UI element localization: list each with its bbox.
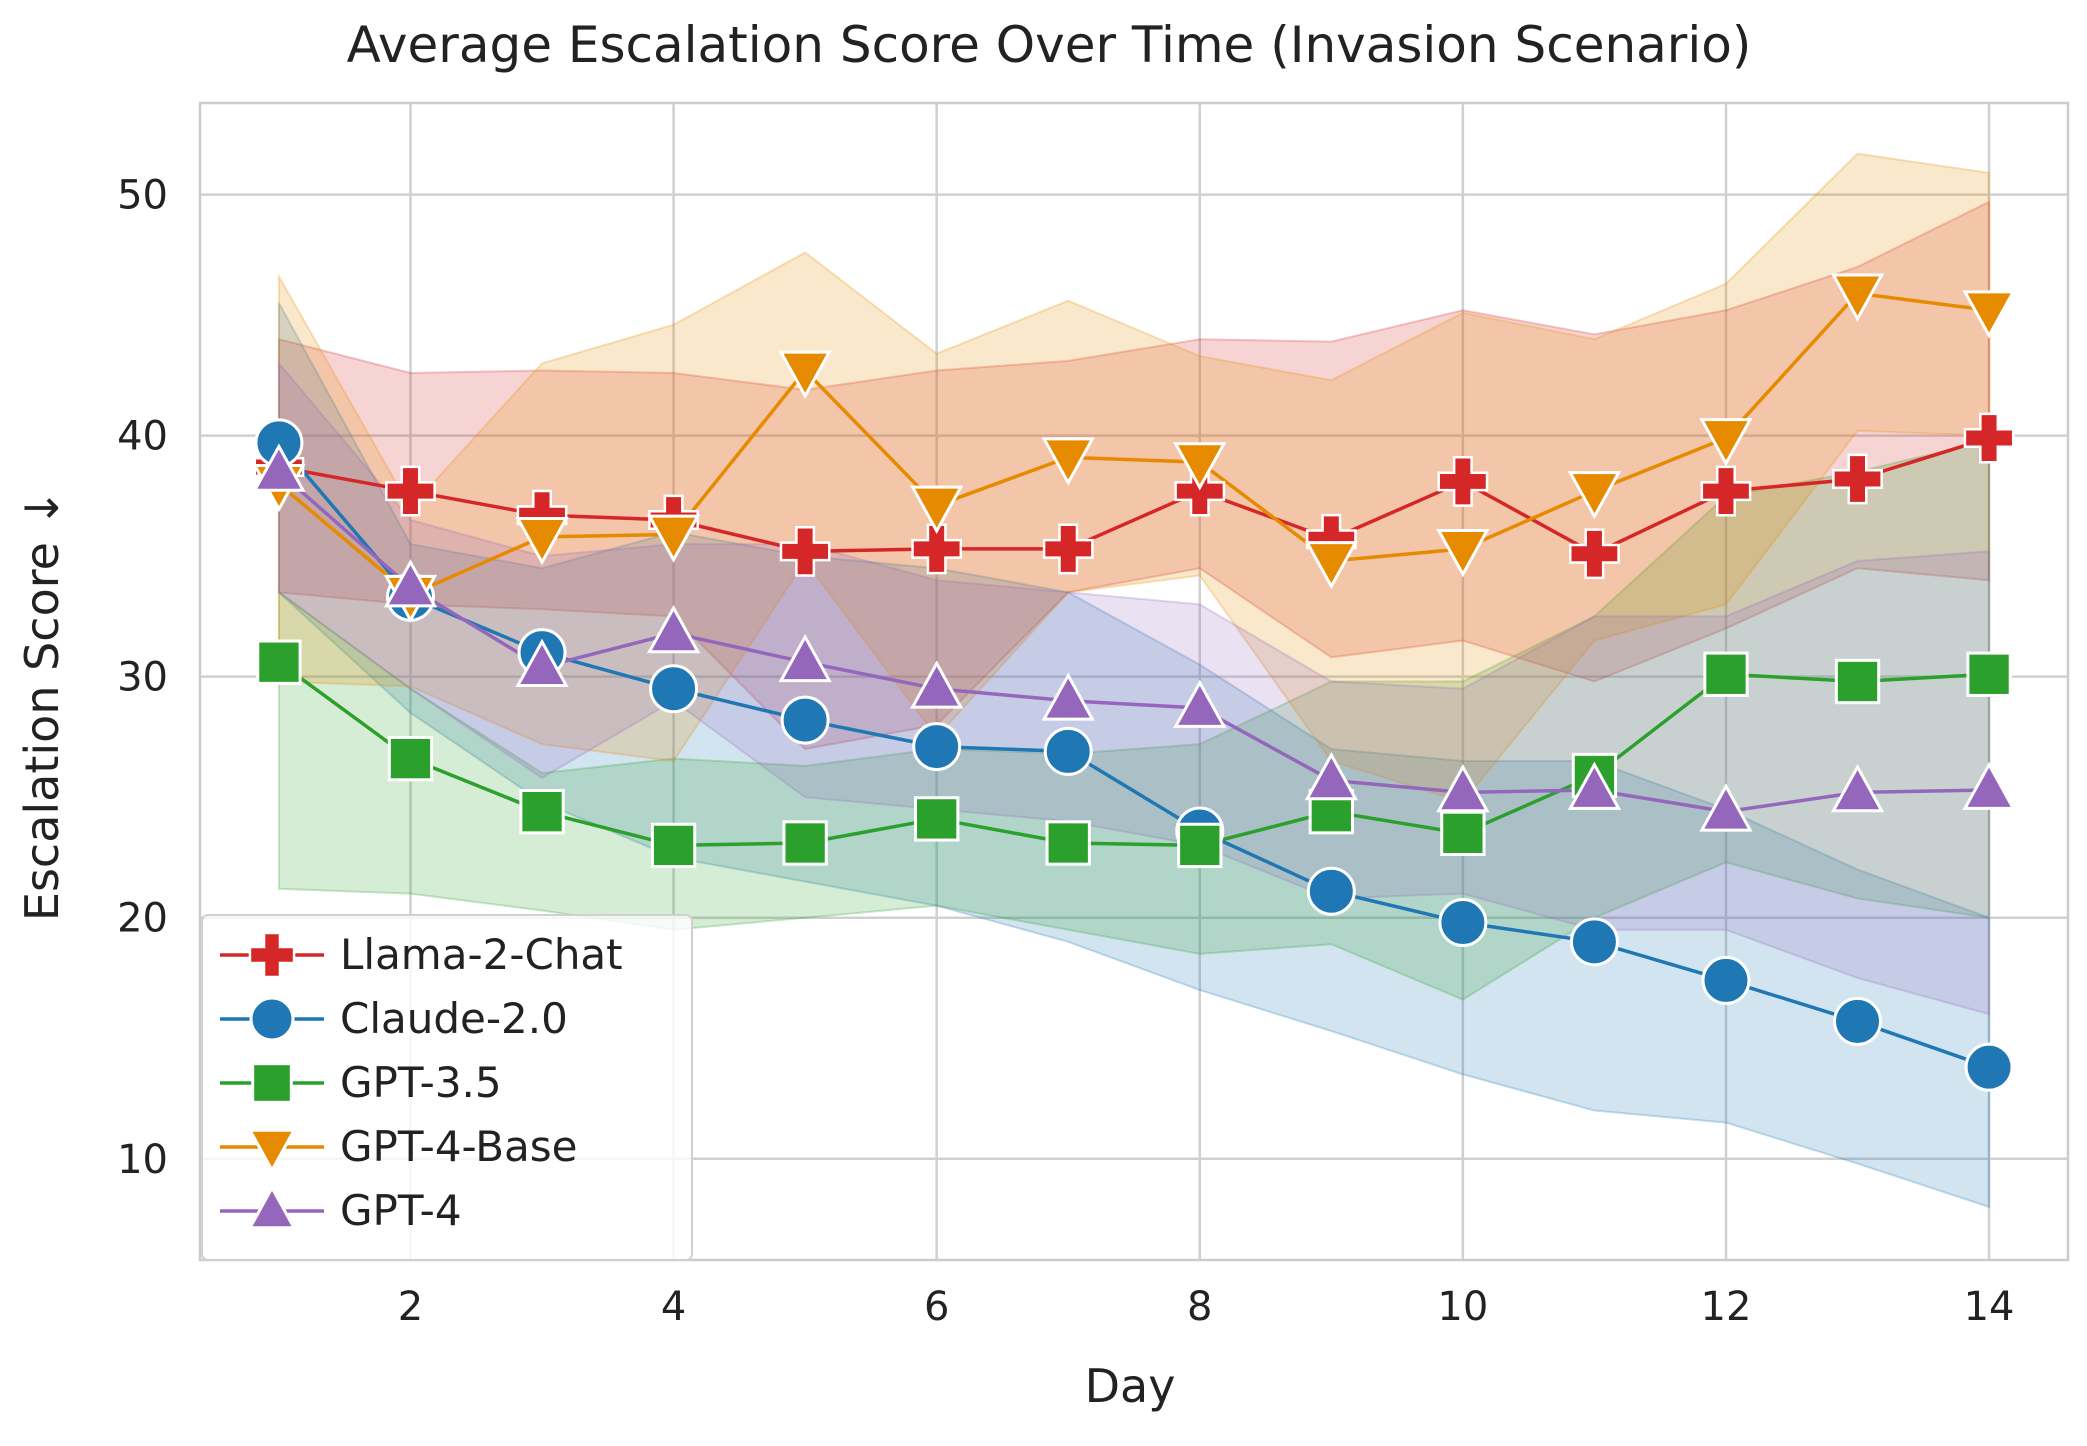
- llama-2-chat-point: [1700, 465, 1752, 517]
- y-axis-label: Escalation Score ↓: [15, 489, 69, 921]
- llama-2-chat-point: [1569, 528, 1620, 580]
- gpt-3-5-ci-band: [277, 439, 1991, 1001]
- claude-2-0-ci-band: [277, 302, 1991, 1209]
- llama-2-chat-point: [1042, 523, 1094, 575]
- gpt-4-point: [1830, 763, 1885, 813]
- claude-2-0-point: [1701, 955, 1751, 1005]
- gpt-3-5-point: [1966, 651, 2012, 697]
- gpt-4-point: [778, 633, 832, 683]
- legend-label: Llama-2-Chat: [340, 930, 623, 979]
- gpt-4-base-point: [1304, 541, 1359, 590]
- claude-2-0-point: [1569, 917, 1619, 967]
- gpt-4-base-point: [1041, 437, 1095, 486]
- claude-2-0-point: [1964, 1042, 2014, 1092]
- llama-2-chat-ci-band: [277, 200, 1991, 751]
- y-tick-label: 40: [117, 414, 168, 460]
- gpt-4-point: [1567, 761, 1622, 810]
- tick-labels: 2 4 6 8 10 12 14 10 20 30 40 50: [117, 173, 2014, 1330]
- x-tick-label: 6: [924, 1284, 949, 1330]
- legend-frame: [201, 914, 693, 1261]
- llama-2-chat-point: [1963, 412, 2015, 464]
- gpt-4-point: [1436, 763, 1490, 813]
- x-tick-label: 8: [1187, 1284, 1212, 1330]
- gpt-4-point: [1962, 761, 2016, 810]
- gpt-4-point: [1699, 783, 1753, 832]
- gpt-4-ci-band: [277, 360, 1991, 1016]
- gpt-4-base-point: [1962, 290, 2016, 339]
- legend-marker: [251, 1062, 293, 1104]
- gpt-4-base-point: [1567, 471, 1622, 520]
- x-tick-label: 12: [1701, 1284, 1752, 1330]
- legend-label: Claude-2.0: [340, 994, 568, 1043]
- legend-label: GPT-4-Base: [340, 1122, 577, 1171]
- plot-frame: [198, 101, 2070, 1262]
- gpt-4-base-point: [1699, 418, 1753, 467]
- y-tick-label: 30: [117, 655, 168, 701]
- gpt-4-point: [1173, 679, 1227, 728]
- gpt-3-5-point: [256, 639, 302, 685]
- chart-title: Average Escalation Score Over Time (Inva…: [347, 16, 1752, 74]
- gpt-4-base-point: [1436, 529, 1490, 578]
- llama-2-chat-point: [1832, 453, 1883, 505]
- series-markers: [252, 273, 2016, 1092]
- x-tick-label: 2: [398, 1284, 423, 1330]
- llama-2-chat-point: [779, 525, 831, 577]
- gpt-4-base-point: [515, 516, 569, 566]
- gpt-4-base-line: [277, 291, 1990, 597]
- y-tick-label: 50: [117, 173, 168, 219]
- gpt-3-5-point: [650, 822, 697, 869]
- legend-label: GPT-3.5: [340, 1058, 502, 1107]
- gpt-3-5-point: [914, 796, 960, 842]
- gpt-4-point: [646, 604, 701, 654]
- llama-2-chat-point: [911, 523, 963, 575]
- gpt-4-point: [515, 638, 569, 687]
- gpt-3-5-point: [1177, 822, 1223, 869]
- y-tick-label: 10: [117, 1137, 168, 1183]
- llama-2-chat-point: [385, 465, 436, 517]
- claude-2-0-point: [1833, 996, 1883, 1046]
- legend-marker: [249, 996, 295, 1042]
- llama-2-chat-point: [1437, 456, 1489, 507]
- x-axis-label: Day: [1085, 1359, 1176, 1413]
- claude-2-0-point: [912, 722, 962, 772]
- gpt-4-point: [909, 660, 964, 709]
- gpt-4-point: [383, 559, 438, 608]
- legend-marker: [247, 1128, 297, 1174]
- claude-2-0-point: [649, 664, 699, 714]
- gpt-4-point: [1041, 672, 1095, 721]
- gpt-4-base-point: [1830, 273, 1885, 322]
- claude-2-0-point: [1438, 898, 1488, 948]
- gpt-4-base-point: [1173, 442, 1227, 491]
- claude-2-0-point: [1043, 726, 1093, 776]
- legend-marker: [248, 931, 296, 979]
- llama-2-chat-point: [1174, 465, 1226, 517]
- claude-2-0-point: [780, 695, 830, 745]
- gpt-4-base-point: [646, 514, 701, 563]
- x-tick-label: 4: [661, 1284, 686, 1330]
- gpt-3-5-point: [782, 820, 828, 866]
- gpt-3-5-point: [1440, 810, 1486, 857]
- gpt-4-point: [1304, 751, 1359, 801]
- gpt-3-5-point: [387, 735, 434, 782]
- gpt-3-5-point: [1834, 658, 1881, 705]
- legend-label: GPT-4: [340, 1186, 462, 1235]
- legend: Llama-2-Chat Claude-2.0 GPT-3.5 GPT-4-Base G…: [201, 914, 693, 1261]
- legend-marker: [247, 1184, 297, 1230]
- x-tick-label: 10: [1437, 1284, 1488, 1330]
- y-tick-label: 20: [117, 896, 168, 942]
- gpt-3-5-point: [1045, 820, 1091, 866]
- gpt-4-base-point: [778, 350, 832, 399]
- gpt-4-point: [252, 443, 306, 492]
- claude-2-0-point: [1306, 866, 1356, 916]
- gpt-3-5-point: [1703, 651, 1749, 697]
- gpt-3-5-point: [519, 789, 565, 835]
- x-tick-label: 14: [1964, 1284, 2015, 1330]
- gpt-4-base-point: [909, 485, 964, 534]
